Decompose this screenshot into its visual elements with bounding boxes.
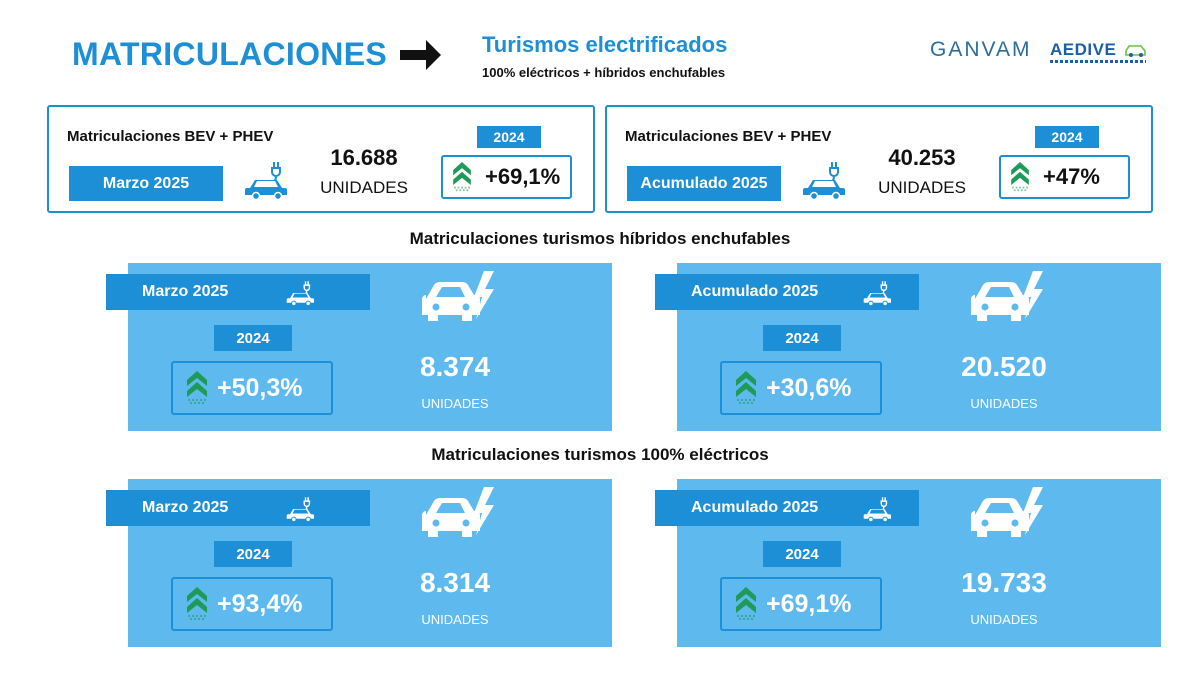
- panel-change: +93,4%: [217, 589, 303, 618]
- panel-value: 19.733: [961, 567, 1047, 598]
- electric-car-bolt-icon: [422, 487, 498, 547]
- ev-car-icon: [861, 280, 895, 306]
- electric-car-bolt-icon: [422, 271, 498, 331]
- subtitle: Turismos electrificados: [482, 32, 728, 57]
- summary-year-tag: 2024: [1035, 126, 1099, 148]
- panel-unit: UNIDADES: [970, 612, 1038, 627]
- aedive-logo: AEDIVE: [1050, 40, 1117, 59]
- electric-car-bolt-icon: [971, 487, 1047, 547]
- bev-section-heading: Matriculaciones turismos 100% eléctricos: [431, 445, 769, 464]
- panel-unit: UNIDADES: [421, 612, 489, 627]
- panel-unit: UNIDADES: [421, 396, 489, 411]
- panel-period-tag: Acumulado 2025: [655, 274, 919, 310]
- phev-section-heading: Matriculaciones turismos híbridos enchuf…: [409, 229, 791, 248]
- summary-value: 16.688: [330, 145, 398, 170]
- panel-period-tag: Marzo 2025: [106, 274, 370, 310]
- growth-chevrons-icon: [736, 371, 756, 405]
- summary-change: +47%: [1043, 164, 1100, 189]
- summary-period-tag: Acumulado 2025: [627, 166, 781, 201]
- panel-value: 8.374: [419, 351, 491, 382]
- panel-period: Acumulado 2025: [691, 283, 819, 300]
- summary-unit: UNIDADES: [320, 178, 408, 197]
- panel-change: +69,1%: [766, 589, 852, 618]
- summary-unit: UNIDADES: [878, 178, 966, 197]
- panel-year-tag: 2024: [763, 325, 841, 351]
- panel-change: +50,3%: [217, 373, 303, 402]
- aedive-car-icon: [1125, 45, 1146, 57]
- phev-panel-march: Marzo 2025 2024 +50,3% 8.374 UNIDADES: [106, 263, 612, 431]
- panel-period: Marzo 2025: [142, 499, 229, 516]
- summary-card-march: Matriculaciones BEV + PHEV Marzo 2025 16…: [47, 105, 595, 213]
- summary-card-cumulative: Matriculaciones BEV + PHEV Acumulado 202…: [605, 105, 1153, 213]
- bev-panel-cumulative: Acumulado 2025 2024 +69,1% 19.733 UNIDAD…: [655, 479, 1161, 647]
- panel-change-box: +69,1%: [720, 577, 882, 631]
- summary-value: 40.253: [888, 145, 956, 170]
- panel-year-tag: 2024: [214, 325, 292, 351]
- panel-unit: UNIDADES: [970, 396, 1038, 411]
- panel-value: 20.520: [961, 351, 1047, 382]
- bev-panel-march: Marzo 2025 2024 +93,4% 8.314 UNIDADES: [106, 479, 612, 647]
- panel-change-box: +93,4%: [171, 577, 333, 631]
- summary-change-box: +69,1%: [441, 155, 572, 199]
- summary-period-tag: Marzo 2025: [69, 166, 223, 201]
- summary-year-tag: 2024: [477, 126, 541, 148]
- ev-car-icon: [244, 160, 290, 200]
- panel-period-tag: Marzo 2025: [106, 490, 370, 526]
- summary-label: Matriculaciones BEV + PHEV: [625, 128, 832, 145]
- subtitle-caption: 100% eléctricos + híbridos enchufables: [482, 65, 726, 80]
- panel-period-tag: Acumulado 2025: [655, 490, 919, 526]
- ev-car-icon: [284, 496, 318, 522]
- panel-value: 8.314: [419, 567, 491, 598]
- ev-car-icon: [284, 280, 318, 306]
- ev-car-icon: [861, 496, 895, 522]
- summary-change-box: +47%: [999, 155, 1130, 199]
- panel-change-box: +30,6%: [720, 361, 882, 415]
- growth-chevrons-icon: [736, 587, 756, 621]
- summary-change: +69,1%: [485, 164, 561, 189]
- panel-period: Acumulado 2025: [691, 499, 819, 516]
- page-title: MATRICULACIONES: [72, 36, 387, 72]
- growth-chevrons-icon: [453, 162, 471, 192]
- growth-chevrons-icon: [187, 371, 207, 405]
- growth-chevrons-icon: [1011, 162, 1029, 192]
- panel-year-tag: 2024: [214, 541, 292, 567]
- electric-car-bolt-icon: [971, 271, 1047, 331]
- panel-change: +30,6%: [766, 373, 852, 402]
- ev-car-icon: [802, 160, 848, 200]
- arrow-right-icon: [400, 40, 441, 70]
- summary-label: Matriculaciones BEV + PHEV: [67, 128, 274, 145]
- phev-panel-cumulative: Acumulado 2025 2024 +30,6% 20.520 UNIDAD…: [655, 263, 1161, 431]
- panel-period: Marzo 2025: [142, 283, 229, 300]
- growth-chevrons-icon: [187, 587, 207, 621]
- aedive-logo-tagline: [1050, 60, 1146, 63]
- panel-change-box: +50,3%: [171, 361, 333, 415]
- panel-year-tag: 2024: [763, 541, 841, 567]
- ganvam-logo: GANVAM: [930, 38, 1032, 61]
